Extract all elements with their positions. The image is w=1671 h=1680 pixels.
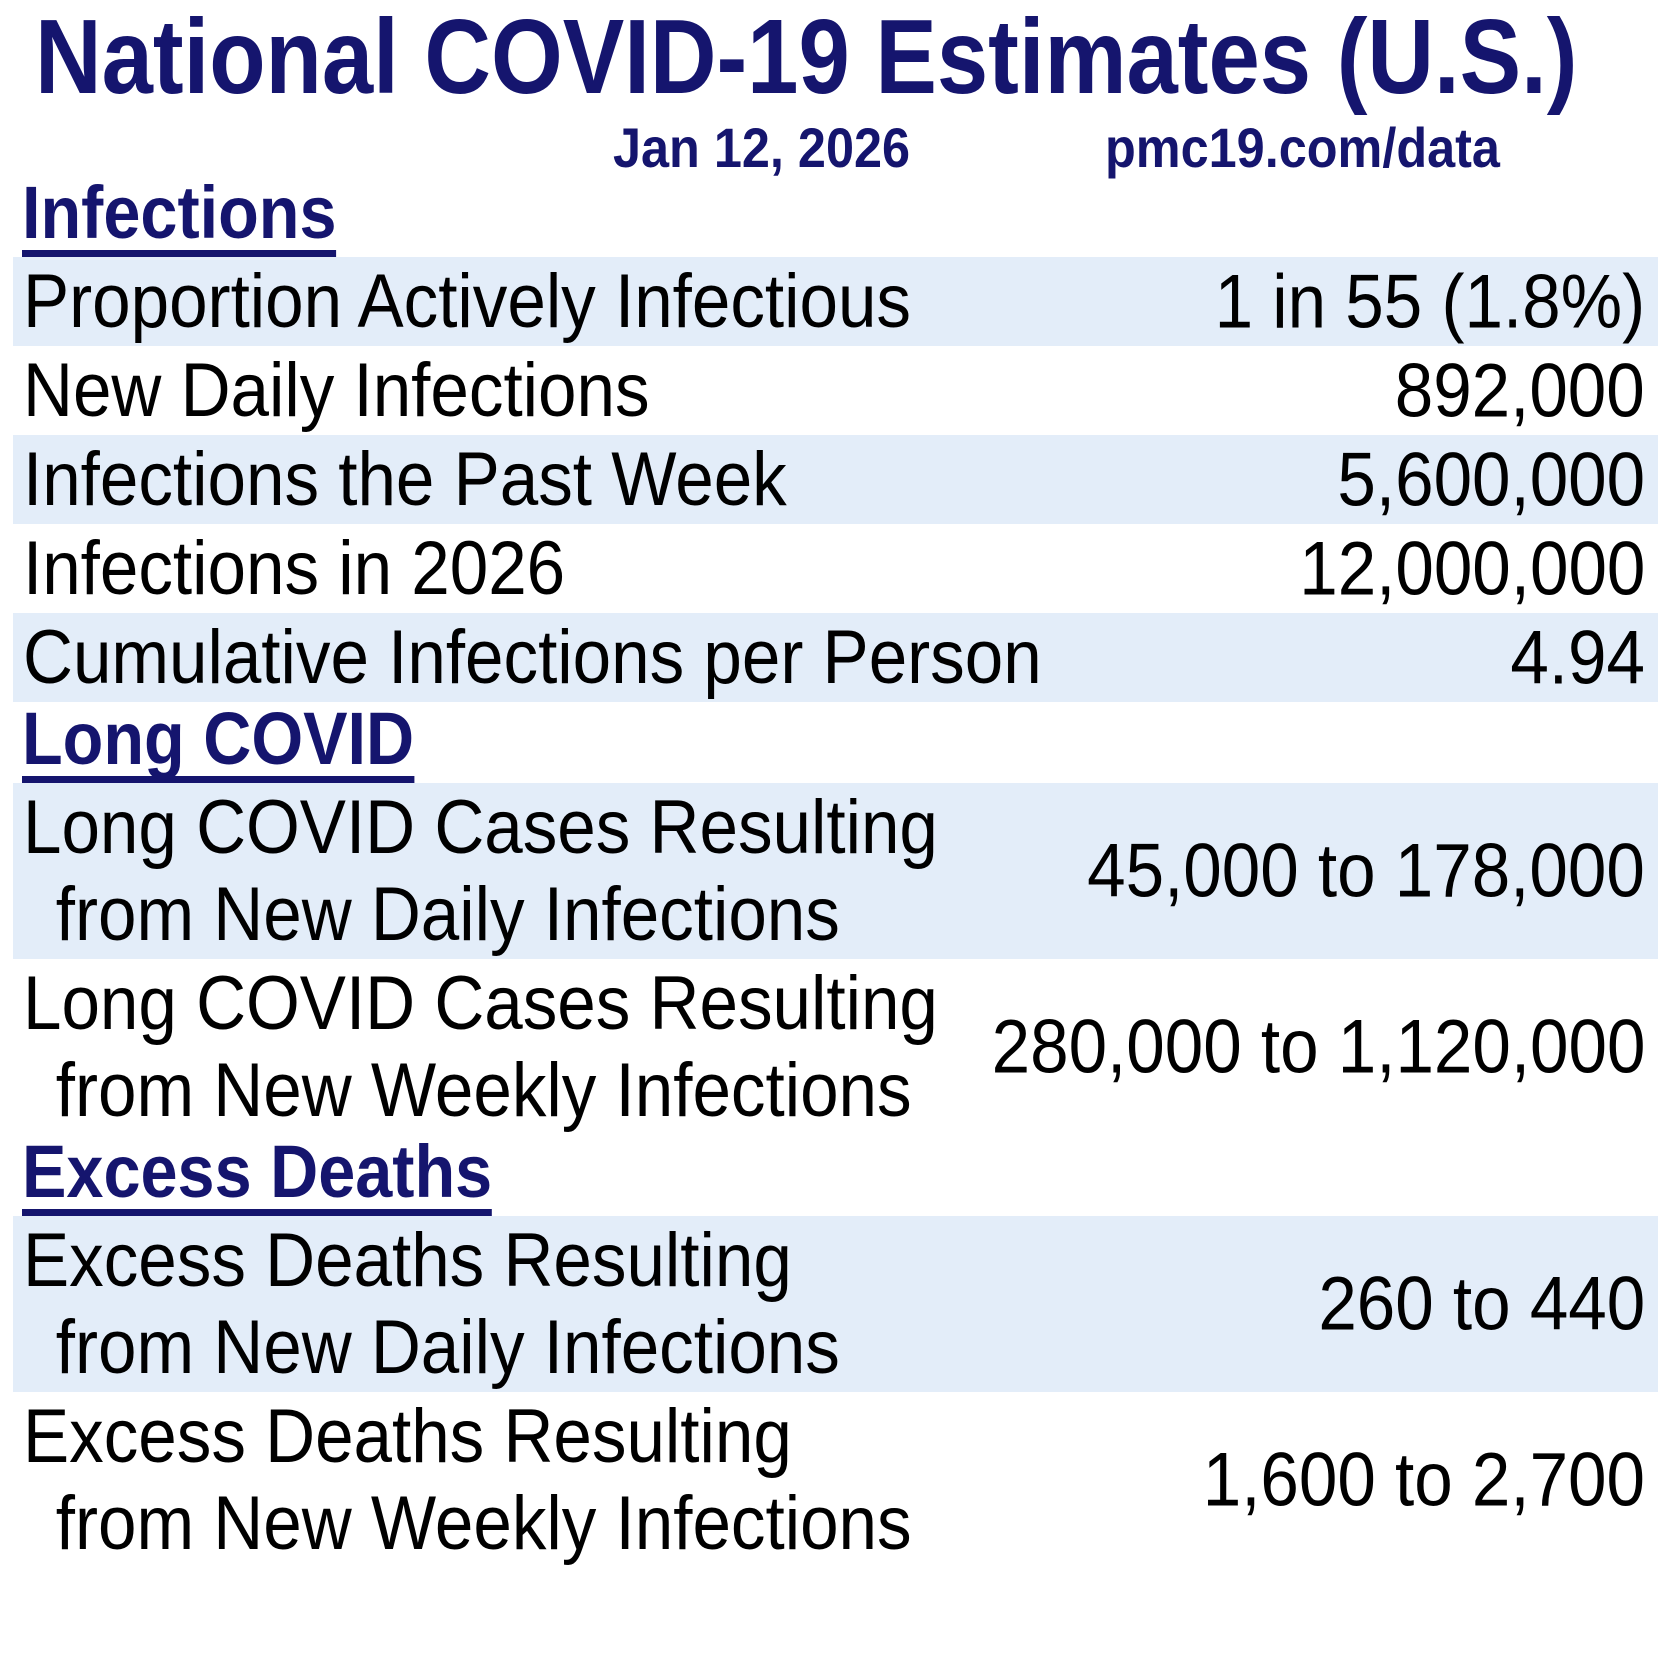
page-title: National COVID-19 Estimates (U.S.)	[35, 4, 1671, 110]
row-value: 260 to 440	[1318, 1261, 1645, 1347]
row-value: 892,000	[1394, 348, 1645, 433]
row-value: 1,600 to 2,700	[1202, 1437, 1645, 1523]
row-label-line1: Excess Deaths Resulting	[23, 1394, 792, 1479]
row-value: 1 in 55 (1.8%)	[1214, 259, 1645, 344]
excess-deaths-table: Excess Deaths Resulting from New Daily I…	[13, 1216, 1658, 1568]
row-infections-in-2026: Infections in 2026 12,000,000	[13, 524, 1658, 613]
section-infections: Infections Proportion Actively Infectiou…	[0, 176, 1671, 702]
row-long-covid-weekly: Long COVID Cases Resulting from New Week…	[13, 959, 1658, 1135]
report-date: Jan 12, 2026	[613, 116, 911, 179]
meta-row: Jan 12, 2026 pmc19.com/data	[0, 120, 1671, 176]
section-heading-excess-deaths-text: Excess Deaths	[22, 1135, 493, 1216]
row-label: Infections the Past Week	[23, 437, 787, 522]
row-label: New Daily Infections	[23, 348, 650, 433]
infections-table: Proportion Actively Infectious 1 in 55 (…	[13, 257, 1658, 702]
row-value: 45,000 to 178,000	[1087, 828, 1645, 914]
row-excess-deaths-weekly: Excess Deaths Resulting from New Weekly …	[13, 1392, 1658, 1568]
row-label-line2: from New Daily Infections	[55, 1305, 840, 1390]
long-covid-table: Long COVID Cases Resulting from New Dail…	[13, 783, 1658, 1135]
source-url: pmc19.com/data	[1104, 116, 1500, 179]
row-label-line1: Long COVID Cases Resulting	[23, 961, 938, 1046]
section-heading-infections-text: Infections	[22, 176, 337, 257]
row-long-covid-daily: Long COVID Cases Resulting from New Dail…	[13, 783, 1658, 959]
section-long-covid: Long COVID Long COVID Cases Resulting fr…	[0, 702, 1671, 1135]
section-heading-long-covid-text: Long COVID	[22, 702, 415, 783]
row-label-line2: from New Weekly Infections	[55, 1048, 912, 1133]
row-value: 280,000 to 1,120,000	[991, 1004, 1645, 1090]
row-excess-deaths-daily: Excess Deaths Resulting from New Daily I…	[13, 1216, 1658, 1392]
row-new-daily-infections: New Daily Infections 892,000	[13, 346, 1658, 435]
row-label-line1: Excess Deaths Resulting	[23, 1218, 792, 1303]
row-proportion-actively-infectious: Proportion Actively Infectious 1 in 55 (…	[13, 257, 1658, 346]
row-label: Infections in 2026	[23, 526, 566, 611]
row-value: 5,600,000	[1337, 437, 1645, 522]
section-heading-excess-deaths: Excess Deaths	[22, 1135, 1671, 1216]
section-heading-infections: Infections	[22, 176, 1671, 257]
row-infections-past-week: Infections the Past Week 5,600,000	[13, 435, 1658, 524]
page-title-text: National COVID-19 Estimates (U.S.)	[35, 0, 1578, 116]
row-value: 4.94	[1510, 615, 1645, 700]
row-label-line1: Long COVID Cases Resulting	[23, 785, 938, 870]
section-excess-deaths: Excess Deaths Excess Deaths Resulting fr…	[0, 1135, 1671, 1568]
row-label: Cumulative Infections per Person	[23, 615, 1042, 700]
row-label-line2: from New Daily Infections	[55, 872, 840, 957]
row-label: Proportion Actively Infectious	[23, 259, 912, 344]
row-label-line2: from New Weekly Infections	[55, 1481, 912, 1566]
section-heading-long-covid: Long COVID	[22, 702, 1671, 783]
row-cumulative-infections-per-person: Cumulative Infections per Person 4.94	[13, 613, 1658, 702]
row-value: 12,000,000	[1298, 526, 1645, 611]
